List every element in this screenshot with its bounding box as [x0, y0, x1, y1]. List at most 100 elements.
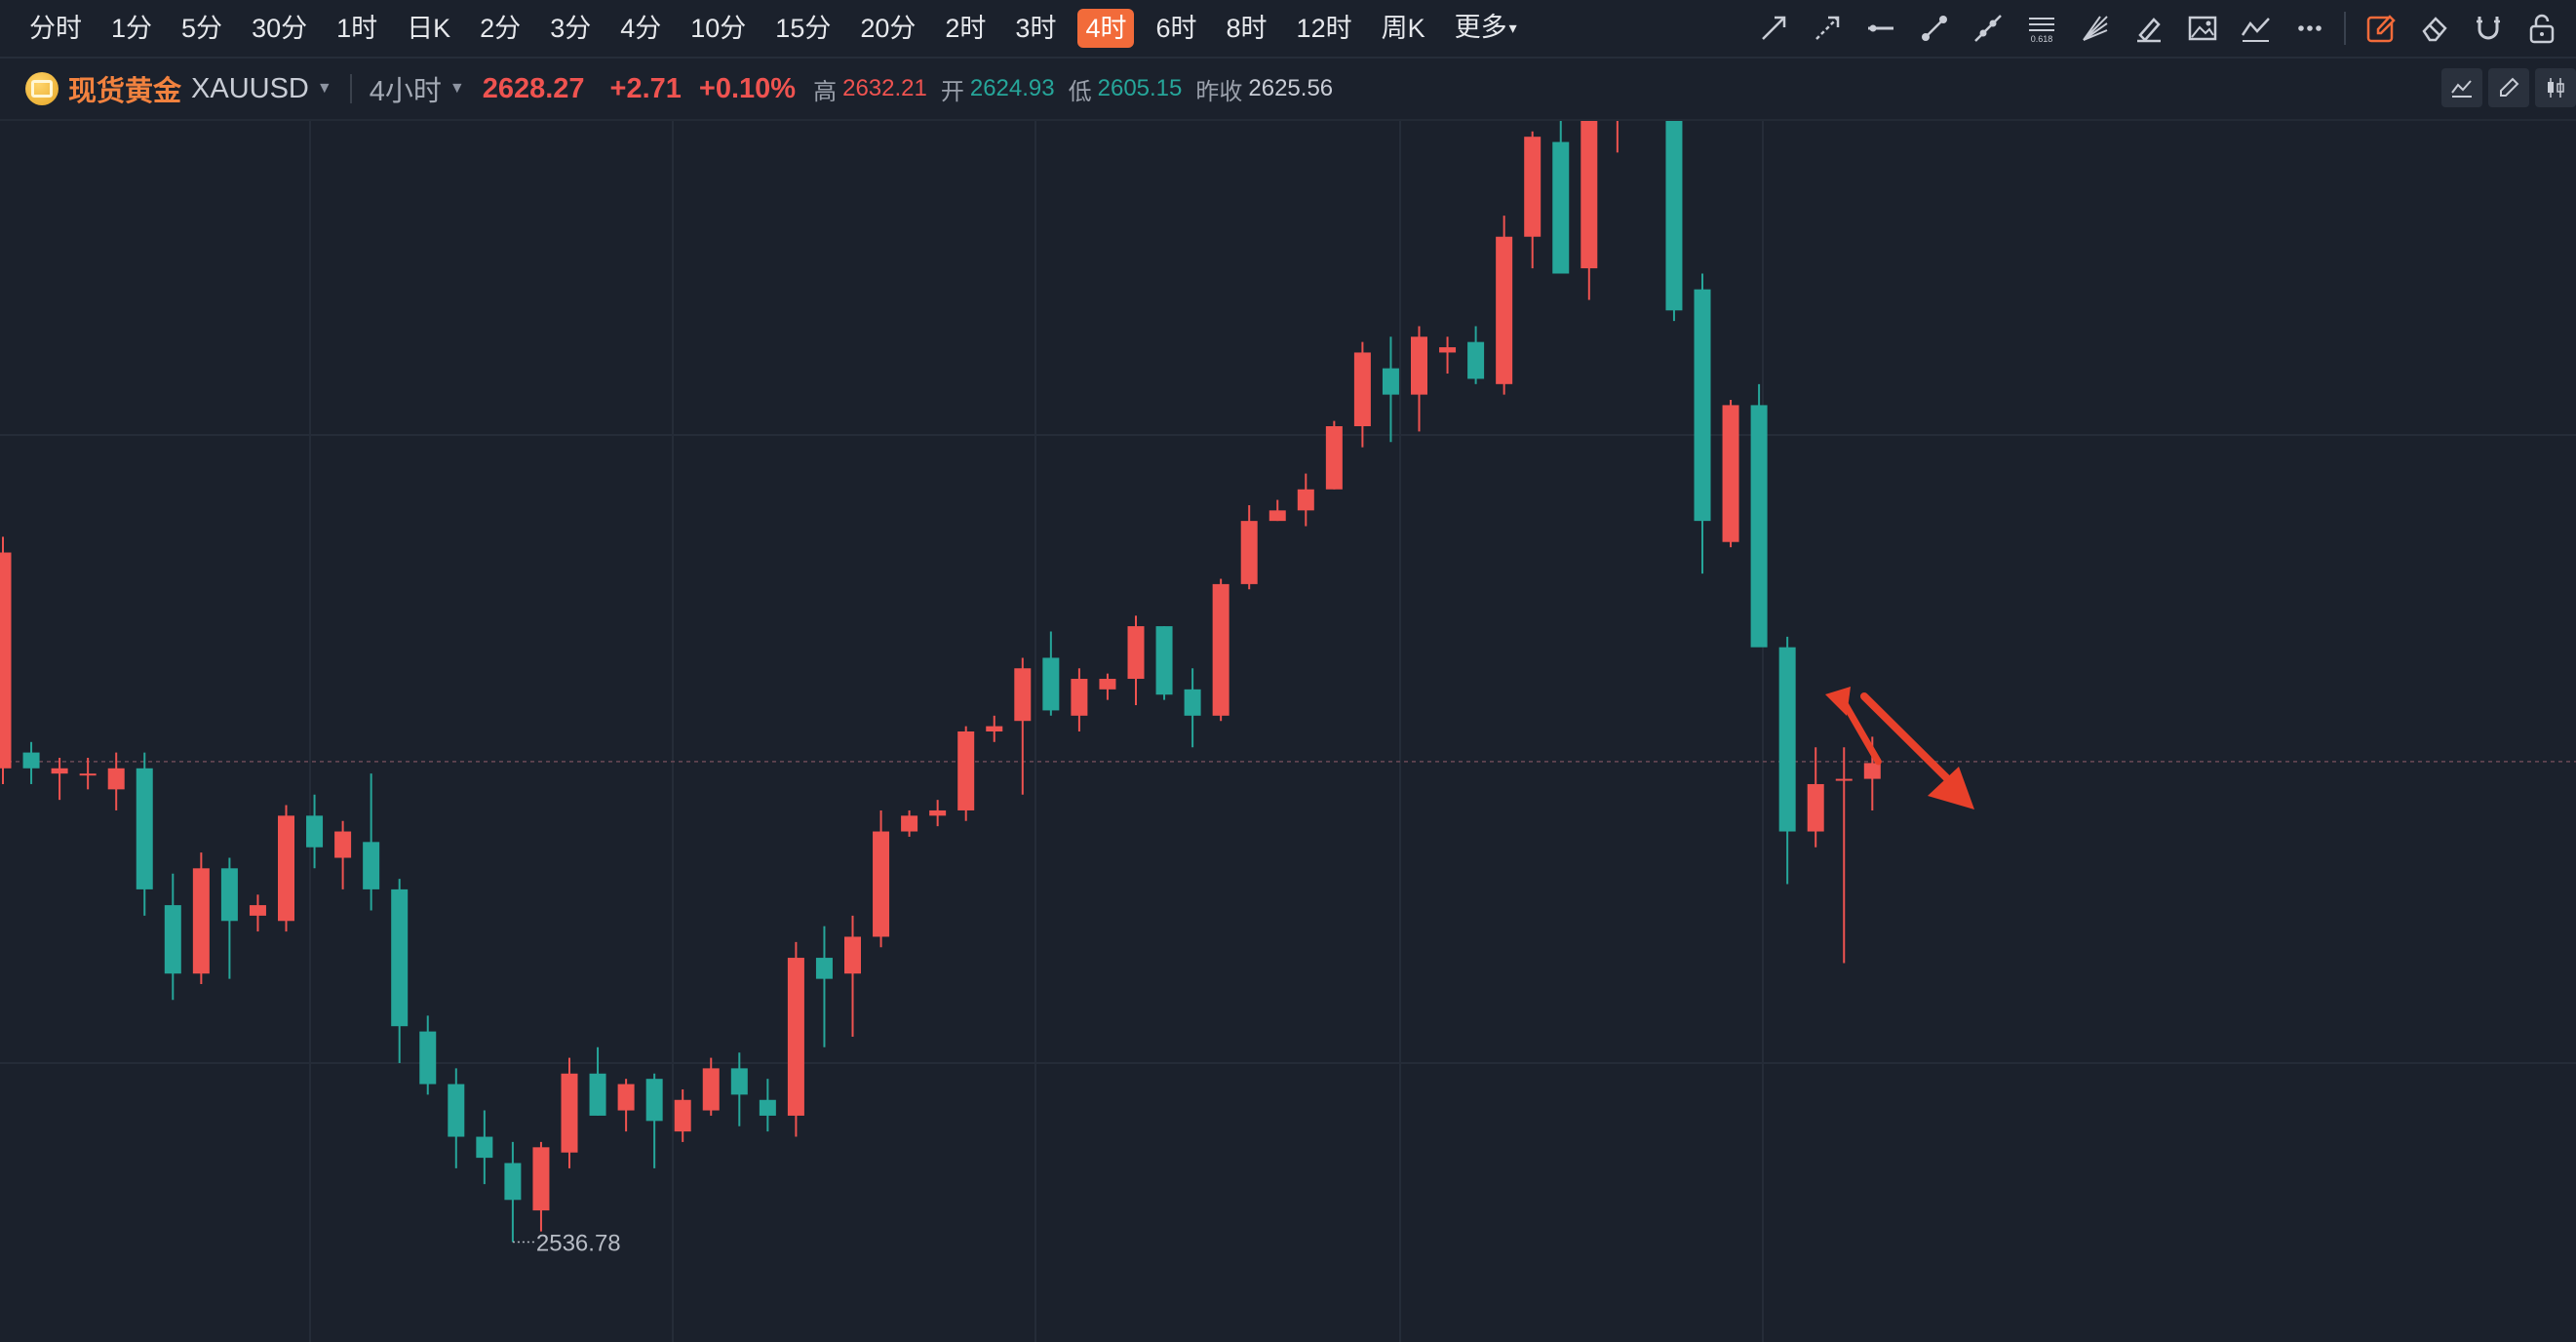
instrument-code[interactable]: XAUUSD — [191, 72, 309, 104]
timeframe-label: 1分 — [111, 14, 153, 43]
candle-body — [1014, 668, 1032, 722]
candle-body — [220, 868, 238, 922]
candle-body — [1835, 778, 1853, 781]
candle-body — [1581, 121, 1598, 269]
timeframe-label: 2时 — [945, 14, 987, 43]
arrow-head-up — [1825, 687, 1851, 716]
timeframe-label: 30分 — [252, 14, 308, 43]
candle-body — [306, 815, 324, 848]
candle-body — [1694, 289, 1711, 522]
extended-line-icon[interactable] — [1961, 6, 2014, 51]
candle-body — [1382, 368, 1399, 395]
candle-body — [1325, 426, 1343, 490]
timeframe-2[interactable]: 1分 — [103, 9, 160, 48]
low-label: 低 — [1068, 78, 1092, 105]
timeframe-10[interactable]: 10分 — [683, 9, 754, 48]
candle-body — [334, 831, 352, 858]
candle-body — [1524, 137, 1542, 237]
timeframe-20[interactable]: 更多 ▾ — [1447, 8, 1525, 49]
timeframe-16[interactable]: 6时 — [1148, 9, 1204, 48]
candle-body — [532, 1147, 550, 1211]
chevron-down-icon: ▾ — [1508, 20, 1517, 37]
fibonacci-icon[interactable]: 0.618 — [2014, 6, 2068, 51]
candle-body — [1665, 121, 1683, 311]
timeframe-7[interactable]: 2分 — [472, 9, 528, 48]
timeframe-8[interactable]: 3分 — [542, 9, 599, 48]
indicator-icon[interactable] — [2441, 68, 2482, 107]
period-selector[interactable]: 4小时 — [369, 76, 442, 107]
timeframe-1[interactable]: 分时 — [21, 9, 90, 48]
prev-close-value: 2625.56 — [1248, 75, 1334, 101]
candle-body — [249, 905, 266, 916]
timeframe-4[interactable]: 30分 — [244, 9, 315, 48]
segment-icon[interactable] — [1907, 6, 1961, 51]
timeframe-label: 15分 — [775, 14, 832, 43]
trend-line-icon[interactable] — [1746, 6, 1800, 51]
candlestick-chart[interactable]: 2721.172536.78 — [0, 121, 2576, 1342]
fan-icon[interactable] — [2068, 6, 2122, 51]
candle-body — [1212, 583, 1229, 716]
high-value: 2632.21 — [842, 75, 927, 101]
lock-icon[interactable] — [2515, 6, 2568, 51]
candle-body — [1099, 679, 1116, 690]
instrument-name[interactable]: 现货黄金 — [68, 76, 182, 107]
candle-body — [278, 815, 294, 922]
timeframe-17[interactable]: 8时 — [1219, 9, 1275, 48]
timeframe-13[interactable]: 2时 — [937, 9, 994, 48]
draw-icon[interactable] — [2488, 68, 2529, 107]
price-change: +2.71 — [609, 72, 682, 104]
period-dropdown-icon[interactable]: ▼ — [449, 80, 465, 97]
timeframe-6[interactable]: 日K — [399, 9, 458, 48]
timeframe-18[interactable]: 12时 — [1289, 9, 1360, 48]
candle-body — [1127, 626, 1145, 680]
candle-body — [1184, 689, 1201, 716]
chart-tools — [2436, 68, 2576, 107]
open-value: 2624.93 — [969, 75, 1055, 101]
ray-icon[interactable] — [1800, 6, 1854, 51]
candle-body — [363, 842, 380, 889]
timeframe-15[interactable]: 4时 — [1077, 9, 1135, 48]
picture-icon[interactable] — [2175, 6, 2229, 51]
candle-body — [815, 958, 833, 979]
prev-close-label: 昨收 — [1195, 78, 1243, 105]
timeframe-3[interactable]: 5分 — [174, 9, 230, 48]
timeframe-label: 10分 — [690, 14, 747, 43]
timeframe-5[interactable]: 1时 — [329, 9, 385, 48]
more-icon[interactable] — [2283, 6, 2336, 51]
timeframe-14[interactable]: 3时 — [1007, 9, 1064, 48]
projection-arrow-up — [1839, 696, 1882, 766]
instrument-dropdown-icon[interactable]: ▼ — [316, 80, 332, 97]
candle-body — [1297, 489, 1314, 511]
candle-body — [617, 1084, 635, 1111]
brush-icon[interactable] — [2122, 6, 2175, 51]
candle-body — [1155, 626, 1173, 695]
timeframe-label: 4时 — [1085, 14, 1127, 43]
timeframe-label: 日K — [407, 14, 451, 43]
projection-arrow-down — [1860, 692, 1965, 796]
polyline-icon[interactable] — [2229, 6, 2283, 51]
open-label: 开 — [940, 78, 964, 105]
candle-body — [561, 1073, 578, 1153]
timeframe-label: 更多 — [1454, 13, 1507, 43]
gold-icon — [25, 72, 59, 105]
timeframe-12[interactable]: 20分 — [852, 9, 923, 48]
candle-body — [1411, 336, 1427, 395]
candle-body — [702, 1068, 720, 1111]
chart-canvas[interactable]: 2721.172536.78 — [0, 121, 2576, 1342]
timeframe-label: 分时 — [29, 14, 82, 43]
magnet-icon[interactable] — [2461, 6, 2515, 51]
candle-body — [419, 1031, 437, 1085]
horizontal-line-icon[interactable] — [1854, 6, 1907, 51]
candle-body — [504, 1163, 522, 1201]
candle-body — [986, 726, 1003, 731]
eraser-icon[interactable] — [2407, 6, 2461, 51]
candle-style-icon[interactable] — [2535, 68, 2576, 107]
timeframe-label: 1时 — [336, 14, 378, 43]
timeframe-9[interactable]: 4分 — [612, 9, 669, 48]
candle-body — [107, 768, 125, 790]
timeframe-label: 3分 — [550, 14, 592, 43]
timeframe-11[interactable]: 15分 — [767, 9, 839, 48]
timeframe-19[interactable]: 周K — [1374, 9, 1433, 48]
edit-mode-icon[interactable] — [2354, 6, 2407, 51]
candle-body — [448, 1084, 465, 1137]
